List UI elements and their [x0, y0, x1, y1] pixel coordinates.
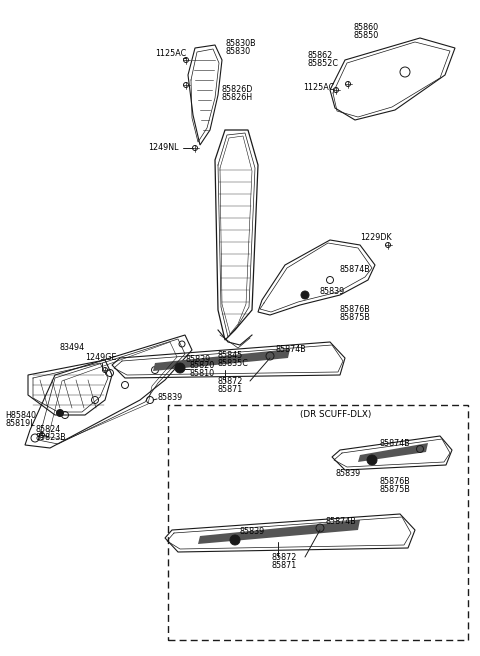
Text: 85874B: 85874B [340, 266, 371, 274]
Text: 85839: 85839 [320, 287, 345, 297]
Text: 85872: 85872 [218, 377, 243, 386]
Text: 85852C: 85852C [308, 58, 339, 68]
Text: 85830B: 85830B [225, 39, 256, 49]
Polygon shape [153, 349, 290, 371]
Text: 1125AC: 1125AC [155, 49, 186, 58]
Circle shape [230, 535, 240, 545]
Text: 85839: 85839 [185, 356, 210, 365]
Text: 85839: 85839 [240, 527, 265, 537]
Text: 1125AC: 1125AC [303, 83, 334, 92]
Text: 85862: 85862 [308, 51, 333, 60]
Circle shape [57, 409, 63, 417]
Text: 85860: 85860 [353, 24, 378, 33]
Text: 85820: 85820 [190, 361, 215, 369]
Text: 85826H: 85826H [222, 94, 253, 102]
Circle shape [175, 363, 185, 373]
Text: 85845: 85845 [218, 350, 243, 359]
Text: (DR SCUFF-DLX): (DR SCUFF-DLX) [300, 411, 372, 419]
Circle shape [301, 291, 309, 299]
Text: 85824: 85824 [35, 426, 60, 434]
Polygon shape [198, 520, 360, 544]
Text: 85872: 85872 [272, 554, 298, 562]
Text: 83494: 83494 [60, 342, 85, 352]
Polygon shape [358, 443, 428, 462]
Text: 85823B: 85823B [35, 434, 66, 443]
Text: 85839: 85839 [158, 394, 183, 403]
Text: 1229DK: 1229DK [360, 234, 392, 243]
Text: 85835C: 85835C [218, 358, 249, 367]
Text: 85810: 85810 [190, 369, 215, 377]
Text: 85875B: 85875B [380, 485, 411, 495]
Text: 85876B: 85876B [380, 478, 411, 487]
Text: 85876B: 85876B [340, 306, 371, 314]
Text: H85840: H85840 [5, 411, 36, 419]
Text: 85871: 85871 [272, 562, 297, 571]
Text: 85874B: 85874B [380, 438, 411, 447]
Text: 1249GE: 1249GE [85, 354, 117, 363]
Text: 85871: 85871 [218, 386, 243, 394]
Text: 85874B: 85874B [275, 346, 306, 354]
Text: 85826D: 85826D [222, 85, 253, 94]
Text: 1249NL: 1249NL [148, 144, 179, 152]
Text: 85875B: 85875B [340, 314, 371, 323]
Text: 85819L: 85819L [5, 419, 35, 428]
Circle shape [367, 455, 377, 465]
Text: 85874B: 85874B [325, 518, 356, 527]
Text: 85850: 85850 [353, 31, 378, 41]
Text: 85839: 85839 [335, 470, 360, 478]
Text: 85830: 85830 [225, 47, 250, 56]
